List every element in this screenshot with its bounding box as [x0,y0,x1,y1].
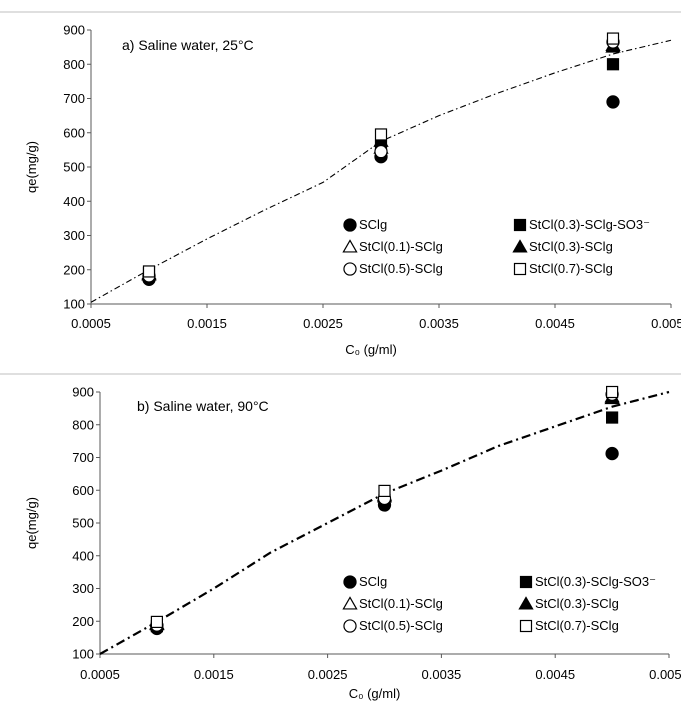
legend-label: StCl(0.1)-SClg [359,596,443,611]
y-tick-label: 900 [63,23,85,38]
x-tick-label: 0.0045 [535,667,575,682]
y-tick-label: 100 [63,297,85,312]
legend-label: SClg [359,574,387,589]
data-point [606,95,620,109]
data-point [142,265,156,278]
y-tick-label: 300 [72,581,94,596]
legend-label: SClg [359,217,387,232]
legend-label: StCl(0.3)-SClg [529,239,613,254]
data-point [606,32,620,45]
x-tick-label: 0.0055 [649,667,681,682]
legend-marker [513,218,527,232]
y-tick-label: 200 [72,614,94,629]
y-axis-label: qe(mg/g) [24,497,39,549]
legend-marker [519,619,533,633]
legend-label: StCl(0.3)-SClg [535,596,619,611]
x-tick-label: 0.0055 [651,316,681,331]
legend-marker [342,239,358,253]
y-tick-label: 400 [72,548,94,563]
x-tick-label: 0.0005 [80,667,120,682]
y-tick-label: 600 [72,483,94,498]
data-point [605,411,619,424]
x-tick-label: 0.0045 [535,316,575,331]
fit-line [99,390,670,655]
legend-marker [512,239,528,253]
data-point [374,144,388,159]
y-tick-label: 900 [72,385,94,400]
legend-label: StCl(0.5)-SClg [359,618,443,633]
data-point [605,446,619,461]
y-tick-label: 700 [72,450,94,465]
legend-label: StCl(0.1)-SClg [359,239,443,254]
legend-label: StCl(0.5)-SClg [359,261,443,276]
y-tick-label: 500 [63,160,85,175]
x-tick-label: 0.0015 [194,667,234,682]
legend-label: StCl(0.7)-SClg [535,618,619,633]
panel-b: 100 200 300 400 500 600 700 800 900 0.0005 0.0015 0… [24,385,681,702]
y-tick-label: 800 [72,417,94,432]
y-tick-label: 700 [63,91,85,106]
panel-a: 100 200 300 400 500 600 700 800 900 0.0005 0.0015 0… [24,23,681,358]
y-tick-label: 800 [63,57,85,72]
x-axis-label: C₀ (g/ml) [345,342,397,357]
data-point [378,484,391,498]
fit-line [90,39,672,303]
legend-marker [513,262,527,276]
legend-marker [518,596,534,610]
x-tick-label: 0.0025 [303,316,343,331]
y-axis-label: qe(mg/g) [24,141,39,193]
y-tick-label: 100 [72,647,94,662]
x-tick-label: 0.0015 [187,316,227,331]
legend-marker [343,218,357,232]
y-tick-label: 200 [63,262,85,277]
legend-marker [342,596,358,610]
data-point [374,128,388,141]
legend-marker [343,262,357,276]
x-tick-label: 0.0025 [308,667,348,682]
legend-marker [519,575,533,589]
x-tick-label: 0.0035 [422,667,462,682]
y-tick-label: 500 [72,516,94,531]
data-point [605,385,619,399]
legend-label: StCl(0.3)-SClg-SO3⁻ [535,574,656,589]
x-axis-label: C₀ (g/ml) [349,686,401,701]
y-tick-label: 400 [63,194,85,209]
y-tick-label: 300 [63,228,85,243]
legend-marker [343,575,357,589]
legend-marker [343,619,357,633]
data-point [150,615,163,629]
data-point [606,58,620,71]
legend-label: StCl(0.3)-SClg-SO3⁻ [529,217,650,232]
x-tick-label: 0.0035 [419,316,459,331]
y-tick-label: 600 [63,125,85,140]
chart-title: b) Saline water, 90°C [137,398,269,414]
legend-label: StCl(0.7)-SClg [529,261,613,276]
chart-title: a) Saline water, 25°C [122,37,254,53]
x-tick-label: 0.0005 [71,316,111,331]
